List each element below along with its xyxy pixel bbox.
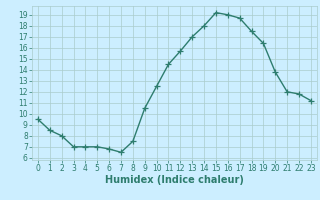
X-axis label: Humidex (Indice chaleur): Humidex (Indice chaleur) — [105, 175, 244, 185]
